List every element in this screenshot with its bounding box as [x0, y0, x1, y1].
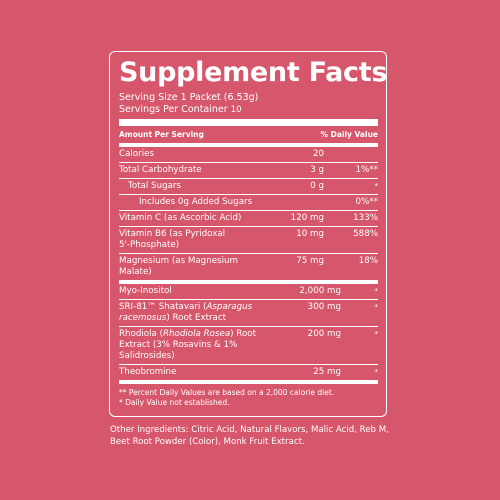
- other-ingredients: Other Ingredients: Citric Acid, Natural …: [110, 425, 389, 447]
- nutrient-dv: *: [374, 330, 379, 338]
- nutrient-amount: 200 mg: [307, 329, 341, 339]
- nutrient-dv: 588%: [353, 229, 378, 239]
- table-row-vitamin-c: Vitamin C (as Ascorbic Acid) 120 mg 133%: [119, 210, 378, 226]
- table-row-sugars: Total Sugars 0 g *: [119, 178, 378, 194]
- nutrient-amount: 2,000 mg: [299, 286, 341, 296]
- nutrient-name-part: SRI-81™ Shatavari (: [119, 302, 207, 312]
- nutrient-name-part: ) Root Extract: [166, 313, 227, 323]
- nutrient-amount: 25 mg: [313, 367, 341, 377]
- nutrient-dv: *: [374, 368, 379, 376]
- nutrient-amount: 300 mg: [307, 302, 341, 312]
- table-row-inositol: Myo-Inositol 2,000 mg *: [119, 280, 378, 299]
- table-header: Amount Per Serving % Daily Value: [119, 128, 378, 143]
- nutrient-amount: 20: [312, 149, 324, 159]
- nutrient-name: Total Sugars: [128, 181, 182, 191]
- divider-medium: [119, 380, 378, 384]
- table-row-shatavari: SRI-81™ Shatavari (Asparagus racemosus) …: [119, 299, 378, 326]
- page-title: Supplement Facts: [119, 57, 388, 88]
- servings-per-container-label: Servings Per Container: [119, 104, 228, 115]
- serving-size: Serving Size 1 Packet (6.53g): [119, 92, 259, 103]
- nutrient-amount: 75 mg: [296, 256, 324, 266]
- table-row-rhodiola: Rhodiola (Rhodiola Rosea) Root Extract (…: [119, 326, 378, 364]
- amount-per-serving-header: Amount Per Serving: [119, 130, 204, 139]
- divider-medium: [119, 143, 378, 147]
- nutrient-name: Includes 0g Added Sugars: [139, 197, 253, 207]
- nutrient-dv: *: [374, 303, 379, 311]
- nutrient-dv: 0%**: [355, 197, 378, 207]
- nutrient-name: Rhodiola (Rhodiola Rosea) Root Extract (…: [119, 329, 270, 362]
- nutrient-name: Vitamin C (as Ascorbic Acid): [119, 213, 242, 223]
- table-row-carbohydrate: Total Carbohydrate 3 g 1%**: [119, 162, 378, 178]
- nutrient-dv: 1%**: [355, 165, 378, 175]
- nutrient-amount: 10 mg: [296, 229, 324, 239]
- nutrient-name: Theobromine: [119, 367, 177, 377]
- nutrient-name-italic: Rhodiola Rosea: [163, 329, 231, 339]
- table-row-calories: Calories 20: [119, 147, 378, 162]
- footnote-percent-dv: ** Percent Daily Values are based on a 2…: [119, 388, 335, 397]
- daily-value-header: % Daily Value: [320, 130, 378, 139]
- nutrient-name: SRI-81™ Shatavari (Asparagus racemosus) …: [119, 302, 270, 324]
- table-row-theobromine: Theobromine 25 mg *: [119, 364, 378, 380]
- footnote-not-established: * Daily Value not established.: [119, 398, 230, 407]
- servings-per-container: Servings Per Container 10: [119, 104, 378, 116]
- nutrient-name: Calories: [119, 149, 154, 159]
- nutrient-name-line: Vitamin B6 (as Pyridoxal: [119, 229, 226, 239]
- nutrient-dv: *: [374, 182, 379, 190]
- nutrient-name: Magnesium (as Magnesium Malate): [119, 256, 238, 277]
- nutrient-amount: 3 g: [310, 165, 324, 175]
- nutrient-name: Vitamin B6 (as Pyridoxal 5'-Phosphate): [119, 229, 270, 251]
- servings-per-container-value: 10: [230, 105, 242, 115]
- nutrient-name-line: 5'-Phosphate): [119, 240, 180, 250]
- table-row-vitamin-b6: Vitamin B6 (as Pyridoxal 5'-Phosphate) 1…: [119, 226, 378, 253]
- footnotes: ** Percent Daily Values are based on a 2…: [119, 384, 378, 408]
- nutrient-name-part: ) Root Extract (3% Rosavins & 1% Salidro…: [119, 329, 256, 361]
- serving-info: Serving Size 1 Packet (6.53g) Servings P…: [119, 92, 378, 116]
- table-row-magnesium: Magnesium (as Magnesium Malate) 75 mg 18…: [119, 253, 378, 280]
- nutrient-dv: 18%: [358, 256, 378, 266]
- table-row-added-sugars: Includes 0g Added Sugars 0%**: [119, 194, 378, 210]
- supplement-facts-panel: Supplement Facts Serving Size 1 Packet (…: [109, 51, 387, 417]
- divider-thick: [119, 119, 378, 126]
- nutrient-dv: *: [374, 287, 379, 295]
- nutrient-dv: 133%: [353, 213, 378, 223]
- nutrient-amount: 120 mg: [290, 213, 324, 223]
- nutrient-name: Total Carbohydrate: [119, 165, 202, 175]
- nutrient-name-italic: Asparagus racemosus: [119, 302, 253, 323]
- nutrient-name: Myo-Inositol: [119, 286, 172, 296]
- nutrient-name-part: Rhodiola (: [119, 329, 163, 339]
- nutrient-amount: 0 g: [310, 181, 324, 191]
